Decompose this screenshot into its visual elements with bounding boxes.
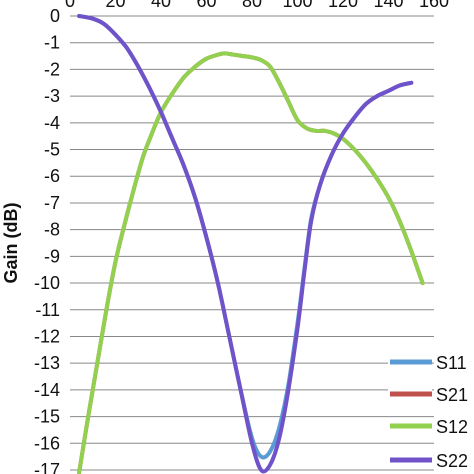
legend-label-s22: S22 (436, 451, 468, 471)
y-tick-label: -3 (44, 86, 60, 106)
series-line-s12 (77, 51, 425, 474)
legend-label-s12: S12 (436, 417, 468, 437)
y-tick-label: -8 (44, 220, 60, 240)
y-tick-label: -13 (34, 353, 60, 373)
y-tick-label: -2 (44, 59, 60, 79)
x-axis-ticks: 0 20 40 60 80 100 120 140 160 (65, 0, 449, 11)
y-tick-label: -5 (44, 140, 60, 160)
x-tick-label: 0 (65, 0, 75, 11)
y-axis-ticks: 0 -1 -2 -3 -4 -5 -6 -7 -8 -9 -10 -11 -12 -13 -14 -15 -16… (34, 6, 60, 474)
y-tick-label: -16 (34, 433, 60, 453)
gridlines (70, 15, 434, 471)
x-tick-label: 160 (419, 0, 449, 11)
y-tick-label: -4 (44, 113, 60, 133)
x-tick-label: 40 (151, 0, 171, 11)
y-tick-label: -11 (35, 300, 60, 320)
y-tick-label: -10 (34, 273, 60, 293)
series-line-s22 (77, 14, 414, 474)
y-tick-label: -9 (44, 246, 60, 266)
y-axis-label: Gain (dB) (1, 203, 21, 284)
x-tick-label: 60 (196, 0, 216, 11)
x-tick-label: 20 (105, 0, 125, 11)
series-line-s11 (77, 14, 414, 460)
y-tick-label: -15 (34, 407, 60, 427)
legend-label-s21: S21 (436, 385, 468, 405)
y-tick-label: -12 (34, 326, 60, 346)
y-tick-label: -14 (34, 380, 60, 400)
x-tick-label: 100 (282, 0, 312, 11)
x-tick-label: 140 (373, 0, 403, 11)
y-tick-label: -1 (44, 33, 60, 53)
legend-label-s11: S11 (436, 353, 467, 373)
x-tick-label: 120 (328, 0, 358, 11)
y-tick-label: -17 (34, 460, 60, 474)
y-tick-label: -7 (44, 193, 60, 213)
legend: S11 S21 S12 S22 (388, 353, 468, 471)
y-tick-label: -6 (44, 166, 60, 186)
y-tick-label: 0 (50, 6, 60, 26)
series-lines (77, 14, 425, 474)
series-line-s21 (77, 51, 425, 474)
x-tick-label: 80 (242, 0, 262, 11)
